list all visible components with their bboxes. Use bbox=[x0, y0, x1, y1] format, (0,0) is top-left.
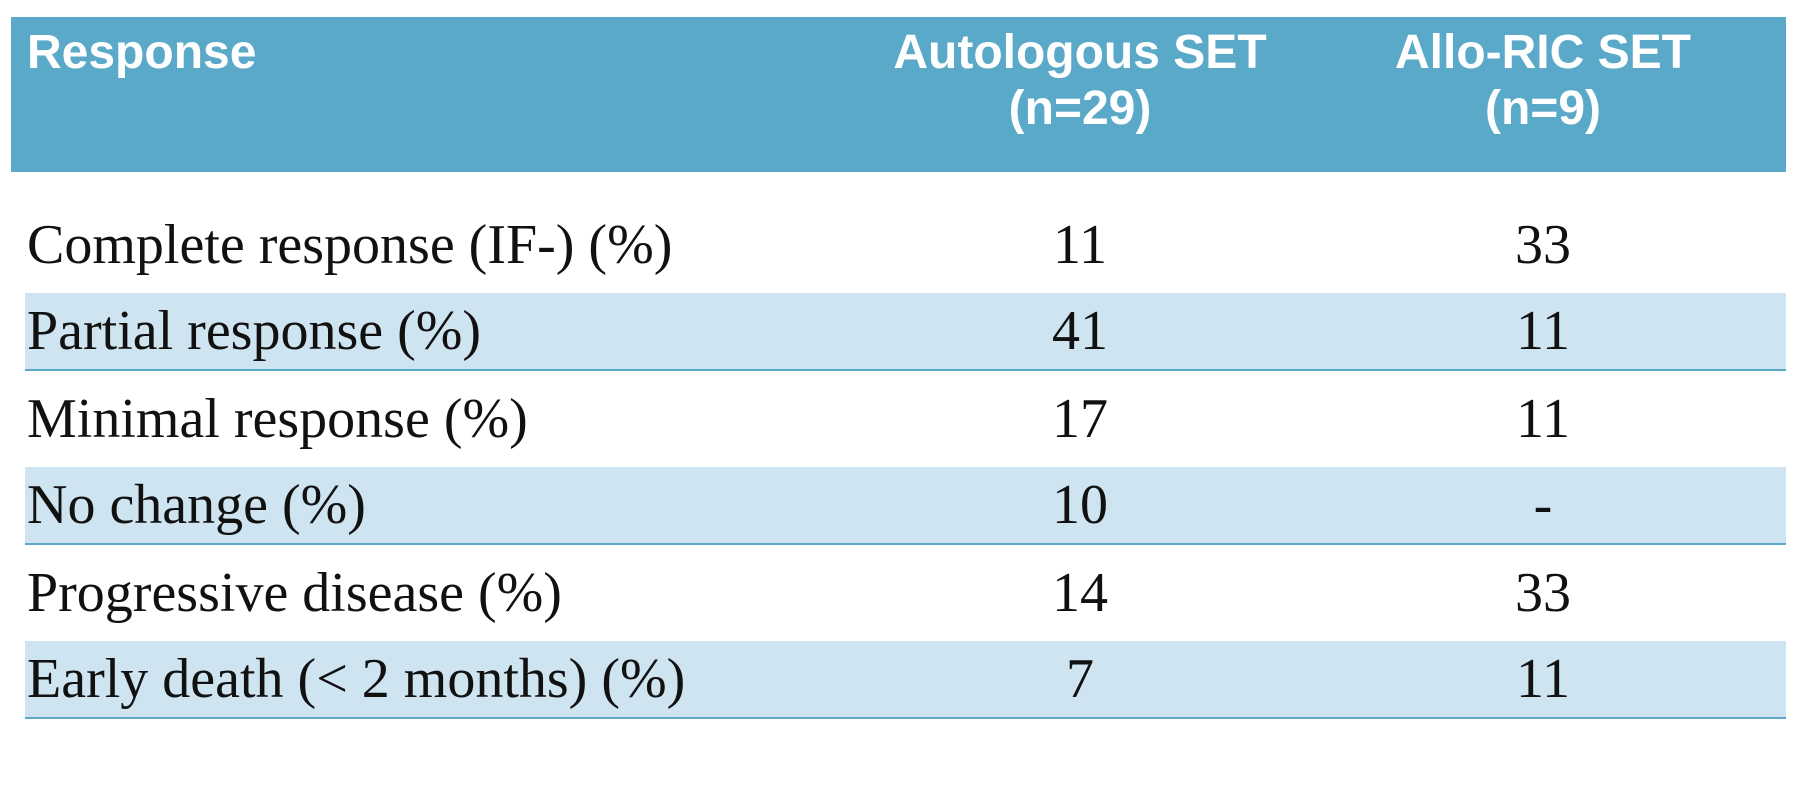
header-cell: Autologous SET (n=29) bbox=[860, 17, 1300, 172]
table: Response Autologous SET (n=29) Allo-RIC SET… bbox=[11, 17, 1786, 719]
table-cell: - bbox=[1533, 474, 1553, 536]
table-cell: Complete response (IF-) (%) bbox=[27, 214, 673, 276]
header-cell: Response bbox=[11, 17, 860, 172]
header-cell: Allo-RIC SET (n=9) bbox=[1300, 17, 1786, 172]
table-cell: Minimal response (%) bbox=[27, 388, 528, 450]
header-text: (n=9) bbox=[1484, 82, 1601, 135]
table-cell: Partial response (%) bbox=[27, 300, 482, 362]
table-row: Partial response (%) 41 11 bbox=[25, 293, 1786, 371]
table-row: Early death (< 2 months) (%) 7 11 bbox=[25, 641, 1786, 719]
table-cell: No change (%) bbox=[27, 474, 366, 536]
table-body: Complete response (IF-) (%) 11 33 Partial r… bbox=[11, 197, 1786, 719]
table-row: No change (%) 10 - bbox=[25, 467, 1786, 545]
table-cell: 7 bbox=[1066, 648, 1094, 710]
table-header: Response Autologous SET (n=29) Allo-RIC SET… bbox=[11, 17, 1786, 172]
table-row: Minimal response (%) 17 11 bbox=[11, 371, 1786, 467]
table-cell: 10 bbox=[1052, 474, 1108, 536]
table-cell: 14 bbox=[1052, 562, 1108, 624]
table-cell: 11 bbox=[1516, 648, 1570, 710]
header-text: Allo-RIC SET bbox=[1395, 26, 1691, 79]
table-row: Complete response (IF-) (%) 11 33 bbox=[11, 197, 1786, 293]
table-cell: 11 bbox=[1516, 300, 1570, 362]
table-cell: 11 bbox=[1516, 388, 1570, 450]
header-text: Response bbox=[27, 26, 257, 79]
table-cell: 33 bbox=[1515, 214, 1571, 276]
table-cell: 41 bbox=[1052, 300, 1108, 362]
header-text: Autologous SET bbox=[893, 26, 1267, 79]
table-cell: 17 bbox=[1052, 388, 1108, 450]
table-cell: Early death (< 2 months) (%) bbox=[27, 648, 686, 710]
table-cell: Progressive disease (%) bbox=[27, 562, 562, 624]
table-cell: 33 bbox=[1515, 562, 1571, 624]
header-text: (n=29) bbox=[1008, 82, 1152, 135]
table-row: Progressive disease (%) 14 33 bbox=[11, 545, 1786, 641]
table-cell: 11 bbox=[1053, 214, 1107, 276]
